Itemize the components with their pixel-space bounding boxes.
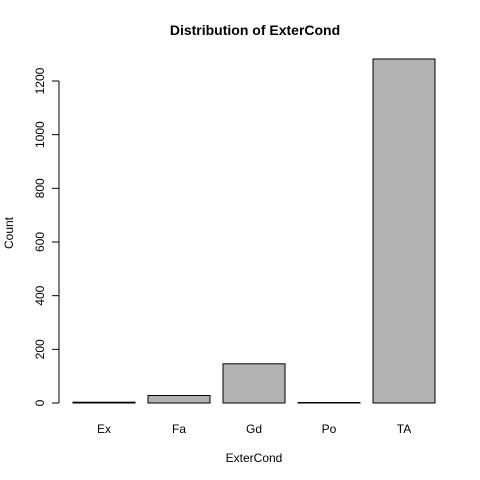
bar-fa xyxy=(147,394,211,404)
y-tick-label: 1000 xyxy=(33,121,47,148)
y-axis: 0 200 400 600 800 1000 1200 xyxy=(33,67,60,406)
x-axis-label: ExterCond xyxy=(226,451,283,465)
y-axis-label: Count xyxy=(2,216,16,249)
chart-title: Distribution of ExterCond xyxy=(170,22,340,38)
bar-po xyxy=(297,402,361,404)
category-label-po: Po xyxy=(322,422,337,436)
y-tick-label: 200 xyxy=(33,339,47,359)
category-label-fa: Fa xyxy=(172,422,186,436)
y-tick-label: 600 xyxy=(33,232,47,252)
bar-gd xyxy=(222,363,286,404)
category-labels: Ex Fa Gd Po TA xyxy=(97,422,411,436)
bar-ta xyxy=(372,58,436,404)
category-label-ex: Ex xyxy=(97,422,111,436)
category-label-ta: TA xyxy=(397,422,411,436)
bars xyxy=(72,58,436,404)
category-label-gd: Gd xyxy=(246,422,262,436)
y-tick-label: 0 xyxy=(33,399,47,406)
y-tick-label: 800 xyxy=(33,178,47,198)
y-tick-label: 400 xyxy=(33,285,47,305)
y-tick-label: 1200 xyxy=(33,67,47,94)
bar-ex xyxy=(72,401,136,404)
